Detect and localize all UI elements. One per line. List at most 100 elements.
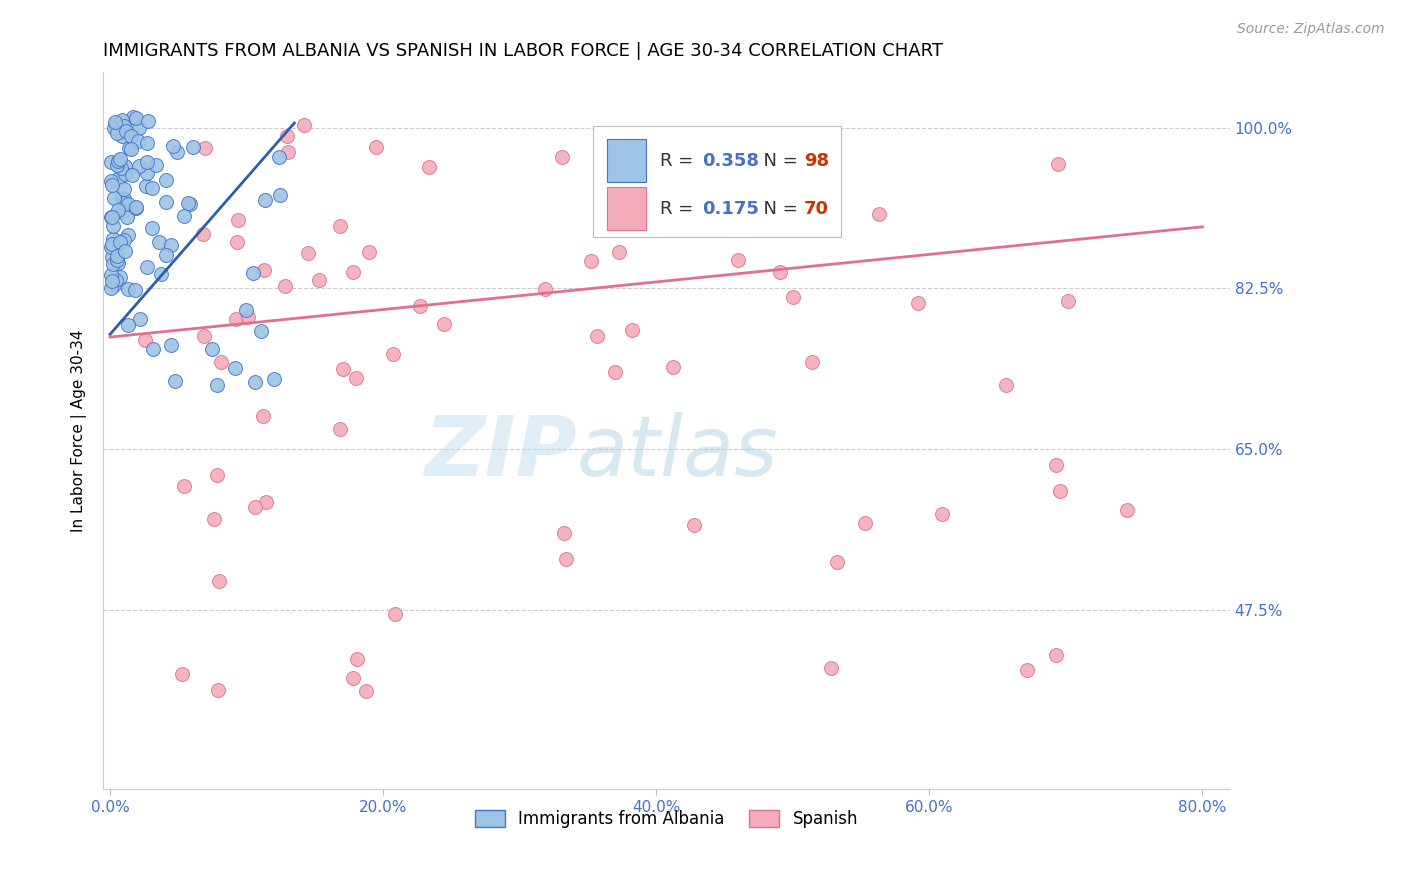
Point <box>100 268 122 282</box>
Point <box>235 302 257 317</box>
Point <box>292 118 315 132</box>
Point <box>995 377 1018 392</box>
Point <box>115 210 138 224</box>
Point <box>254 495 277 509</box>
Point <box>605 365 627 379</box>
Point <box>124 283 146 297</box>
Point <box>107 154 129 169</box>
Point <box>117 318 139 333</box>
Point <box>226 212 249 227</box>
Point <box>128 120 150 135</box>
Point <box>638 205 661 219</box>
Point <box>554 552 576 566</box>
Point <box>129 311 152 326</box>
Point <box>112 182 135 196</box>
Point <box>110 191 132 205</box>
Point <box>111 112 134 127</box>
Point <box>193 227 215 241</box>
Point <box>224 361 246 376</box>
Point <box>124 201 146 215</box>
Point <box>342 265 364 279</box>
Point <box>162 139 184 153</box>
Point <box>107 255 129 269</box>
Point <box>202 512 225 526</box>
Point <box>112 233 135 247</box>
Point <box>101 219 124 233</box>
Point <box>620 323 643 337</box>
Point <box>121 110 143 124</box>
Point <box>173 479 195 493</box>
Point <box>103 120 125 135</box>
Point <box>820 661 842 675</box>
Point <box>208 574 231 588</box>
Point <box>177 195 200 210</box>
FancyBboxPatch shape <box>607 187 647 230</box>
Point <box>553 526 575 541</box>
Point <box>155 173 177 187</box>
Y-axis label: In Labor Force | Age 30-34: In Labor Force | Age 30-34 <box>72 329 87 532</box>
Text: atlas: atlas <box>576 412 778 492</box>
Point <box>148 235 170 250</box>
Point <box>145 158 167 172</box>
Point <box>581 254 603 268</box>
Point <box>114 159 136 173</box>
Point <box>274 279 297 293</box>
Point <box>110 161 132 175</box>
FancyBboxPatch shape <box>607 139 647 182</box>
Text: N =: N = <box>752 200 804 218</box>
Point <box>117 196 139 211</box>
Point <box>111 204 134 219</box>
Text: ZIP: ZIP <box>423 412 576 492</box>
Point <box>269 188 291 202</box>
Point <box>100 174 122 188</box>
Point <box>101 237 124 252</box>
Point <box>433 318 456 332</box>
Text: R =: R = <box>659 200 699 218</box>
Point <box>662 360 685 375</box>
Text: IMMIGRANTS FROM ALBANIA VS SPANISH IN LABOR FORCE | AGE 30-34 CORRELATION CHART: IMMIGRANTS FROM ALBANIA VS SPANISH IN LA… <box>103 42 943 60</box>
Point <box>242 266 264 280</box>
Point <box>329 422 352 436</box>
Point <box>344 370 367 384</box>
Point <box>181 140 204 154</box>
Point <box>114 244 136 258</box>
Point <box>250 325 273 339</box>
Point <box>110 235 132 249</box>
Point <box>226 235 249 249</box>
Point <box>160 238 183 252</box>
Point <box>800 355 823 369</box>
Point <box>170 666 193 681</box>
Text: 70: 70 <box>804 200 830 218</box>
Point <box>1049 483 1071 498</box>
Point <box>1046 157 1069 171</box>
Point <box>193 140 215 154</box>
Point <box>207 377 229 392</box>
Point <box>263 372 285 386</box>
Point <box>276 129 298 144</box>
Point <box>193 329 215 343</box>
Point <box>120 142 142 156</box>
Point <box>1056 293 1078 308</box>
Point <box>727 253 749 268</box>
Point <box>1015 663 1038 677</box>
Point <box>100 155 122 169</box>
Point <box>160 338 183 352</box>
Point <box>201 343 224 357</box>
Point <box>101 274 124 288</box>
Point <box>173 210 195 224</box>
Point <box>100 280 122 294</box>
Point <box>607 245 630 260</box>
Point <box>117 282 139 296</box>
Point <box>269 149 291 163</box>
Point <box>142 342 165 356</box>
Point <box>107 158 129 172</box>
Point <box>103 278 125 293</box>
Point <box>127 134 149 148</box>
Point <box>179 196 201 211</box>
Point <box>125 111 148 125</box>
Point <box>254 193 277 207</box>
Point <box>342 671 364 685</box>
Point <box>166 145 188 160</box>
Point <box>332 362 354 376</box>
Point <box>105 127 128 141</box>
